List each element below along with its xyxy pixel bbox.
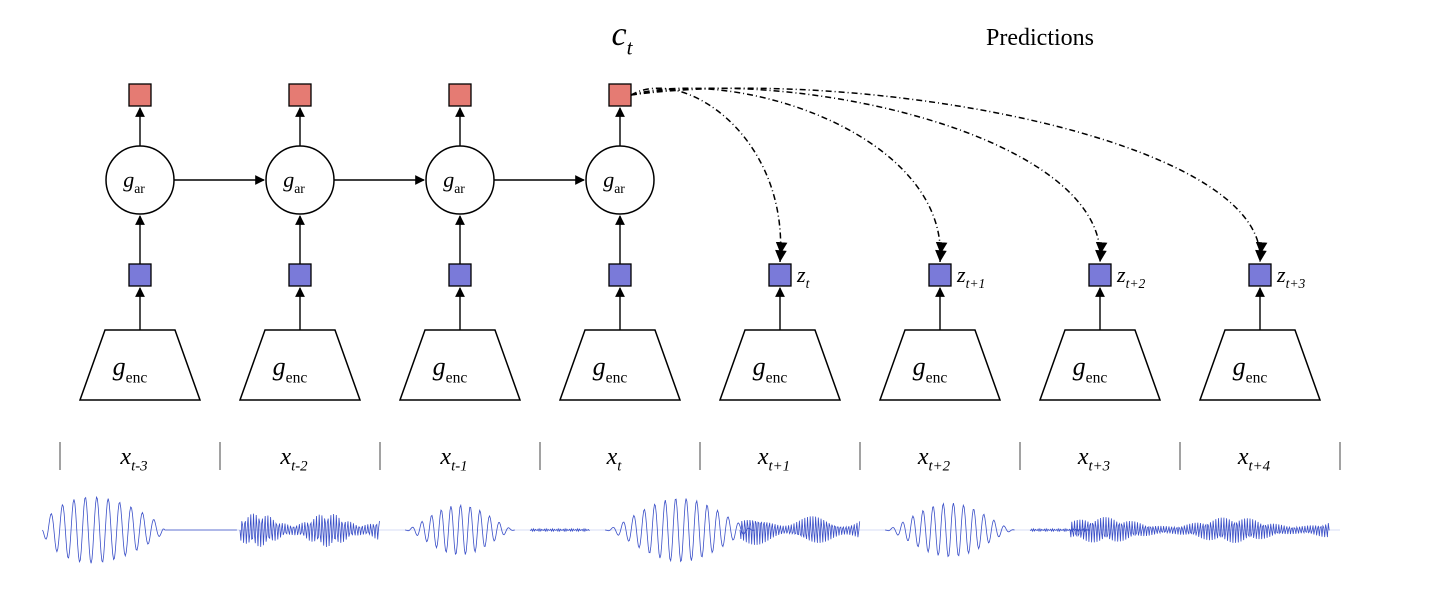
genc-trapezoid — [1040, 330, 1160, 400]
z-latent-box — [449, 264, 471, 286]
z-label: zt+1 — [956, 262, 985, 291]
z-latent-box — [609, 264, 631, 286]
context-output-box — [289, 84, 311, 106]
predictions-label: Predictions — [986, 25, 1094, 51]
cpc-architecture-diagram: ctPredictionsgargargargarztzt+1zt+2zt+3g… — [0, 0, 1440, 597]
context-output-box — [609, 84, 631, 106]
genc-trapezoid — [880, 330, 1000, 400]
x-label: xt+3 — [1077, 444, 1110, 475]
z-latent-box — [1089, 264, 1111, 286]
gar-node — [586, 146, 654, 214]
x-label: xt+1 — [757, 444, 790, 475]
genc-trapezoid — [80, 330, 200, 400]
x-label: xt-1 — [439, 444, 467, 475]
waveform-segment — [43, 497, 237, 563]
x-label: xt-2 — [279, 444, 308, 475]
genc-trapezoid — [1200, 330, 1320, 400]
z-label: zt — [796, 262, 811, 291]
waveform-segment — [740, 516, 860, 545]
x-label: xt-3 — [119, 444, 147, 475]
ct-label: ct — [612, 16, 634, 60]
genc-trapezoid — [240, 330, 360, 400]
waveform-segment — [885, 503, 1015, 556]
gar-node — [106, 146, 174, 214]
genc-trapezoid — [560, 330, 680, 400]
z-latent-box — [289, 264, 311, 286]
z-latent-box — [769, 264, 791, 286]
z-label: zt+3 — [1276, 262, 1306, 291]
waveform-segment — [240, 514, 380, 547]
genc-trapezoid — [400, 330, 520, 400]
prediction-arc — [631, 88, 1260, 262]
x-label: xt — [606, 444, 623, 475]
prediction-arc — [631, 88, 1100, 262]
z-latent-box — [1249, 264, 1271, 286]
waveform — [43, 497, 1341, 563]
genc-trapezoid — [720, 330, 840, 400]
gar-node — [426, 146, 494, 214]
z-latent-box — [129, 264, 151, 286]
prediction-arc — [631, 88, 940, 262]
context-output-box — [129, 84, 151, 106]
context-output-box — [449, 84, 471, 106]
z-latent-box — [929, 264, 951, 286]
z-label: zt+2 — [1116, 262, 1146, 291]
x-label: xt+4 — [1237, 444, 1271, 475]
gar-node — [266, 146, 334, 214]
x-label: xt+2 — [917, 444, 951, 475]
